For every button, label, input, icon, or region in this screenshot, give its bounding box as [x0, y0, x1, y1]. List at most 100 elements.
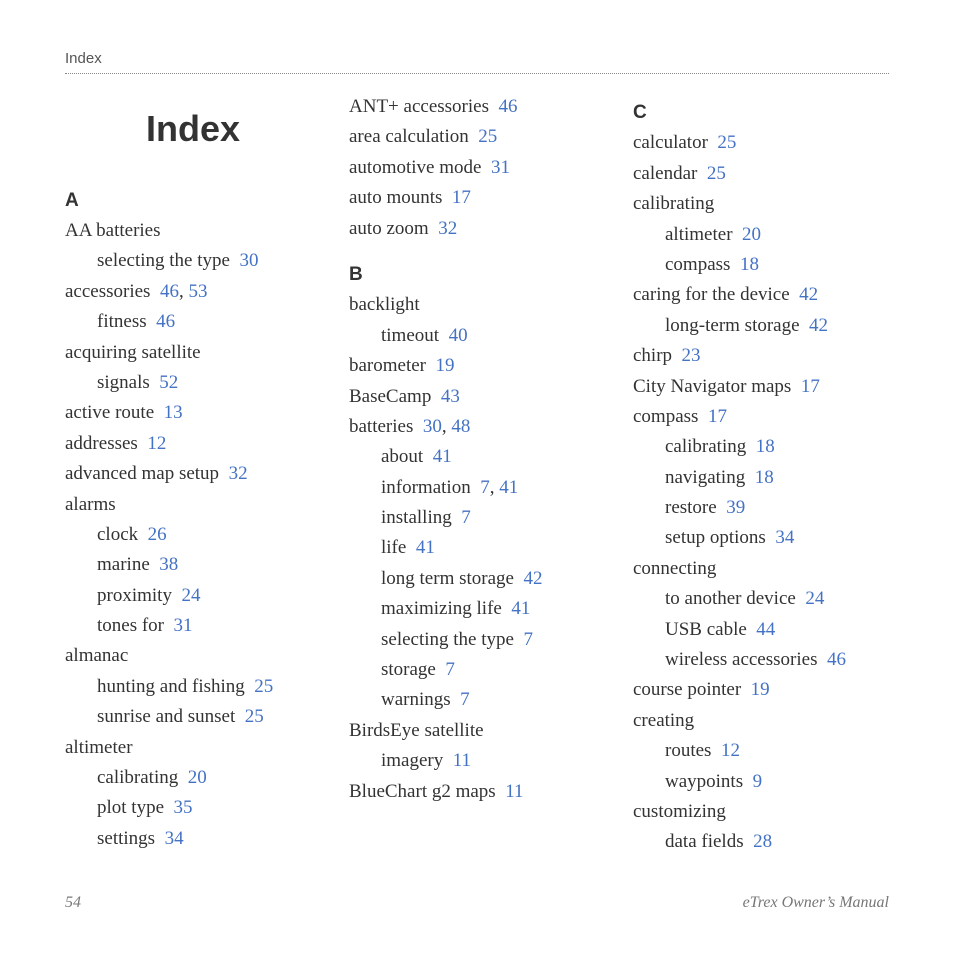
- page-ref[interactable]: 17: [452, 187, 471, 208]
- index-entry: BaseCamp 43: [349, 382, 605, 412]
- page-ref[interactable]: 42: [523, 568, 542, 589]
- page-ref[interactable]: 7: [445, 659, 455, 680]
- index-entry: automotive mode 31: [349, 153, 605, 183]
- page-ref[interactable]: 35: [174, 797, 193, 818]
- index-subentry: hunting and fishing 25: [65, 672, 321, 702]
- index-entry: acquiring satellite: [65, 338, 321, 368]
- page-number: 54: [65, 894, 81, 912]
- entry-text: City Navigator maps: [633, 376, 791, 397]
- entry-text: selecting the type: [97, 250, 230, 271]
- page-ref[interactable]: 41: [511, 598, 530, 619]
- page-ref[interactable]: 7: [461, 507, 471, 528]
- index-entry: BlueChart g2 maps 11: [349, 777, 605, 807]
- index-entry: chirp 23: [633, 341, 889, 371]
- index-entry: advanced map setup 32: [65, 459, 321, 489]
- entry-text: barometer: [349, 355, 426, 376]
- page-ref[interactable]: 7: [523, 629, 533, 650]
- page-ref[interactable]: 20: [188, 767, 207, 788]
- entry-text: information: [381, 477, 471, 498]
- page-ref[interactable]: 43: [441, 386, 460, 407]
- index-entry: caring for the device 42: [633, 280, 889, 310]
- index-subentry: marine 38: [65, 550, 321, 580]
- entry-text: backlight: [349, 294, 420, 315]
- page-ref[interactable]: 13: [164, 402, 183, 423]
- entry-text: course pointer: [633, 679, 741, 700]
- page-ref[interactable]: 9: [753, 771, 763, 792]
- entry-text: compass: [633, 406, 698, 427]
- page-ref[interactable]: 18: [740, 254, 759, 275]
- page-ref[interactable]: 11: [505, 781, 523, 802]
- page-ref[interactable]: 26: [148, 524, 167, 545]
- page-ref[interactable]: 18: [756, 436, 775, 457]
- entry-text: signals: [97, 372, 150, 393]
- entry-text: to another device: [665, 588, 796, 609]
- page-ref[interactable]: 39: [726, 497, 745, 518]
- page-ref[interactable]: 25: [707, 163, 726, 184]
- page-ref[interactable]: 11: [453, 750, 471, 771]
- page-ref[interactable]: 30: [239, 250, 258, 271]
- index-subentry: fitness 46: [65, 307, 321, 337]
- page-ref[interactable]: 41: [433, 446, 452, 467]
- page-ref[interactable]: 41: [499, 477, 518, 498]
- entry-text: calibrating: [633, 193, 714, 214]
- page-ref[interactable]: 44: [756, 619, 775, 640]
- index-subentry: information 7, 41: [349, 473, 605, 503]
- page-ref[interactable]: 25: [717, 132, 736, 153]
- page-ref[interactable]: 30: [423, 416, 442, 437]
- entry-text: BirdsEye satellite: [349, 720, 484, 741]
- entry-text: life: [381, 537, 406, 558]
- index-entry: ANT+ accessories 46: [349, 92, 605, 122]
- page-ref[interactable]: 32: [438, 218, 457, 239]
- page-ref[interactable]: 42: [809, 315, 828, 336]
- page-ref[interactable]: 7: [460, 689, 470, 710]
- index-entry: altimeter: [65, 733, 321, 763]
- page-ref[interactable]: 25: [478, 126, 497, 147]
- page-ref[interactable]: 23: [682, 345, 701, 366]
- page-ref[interactable]: 46: [160, 281, 179, 302]
- page-ref[interactable]: 48: [451, 416, 470, 437]
- entry-text: compass: [665, 254, 730, 275]
- page-ref[interactable]: 17: [708, 406, 727, 427]
- page-ref[interactable]: 17: [801, 376, 820, 397]
- index-entry: creating: [633, 706, 889, 736]
- index-subentry: long-term storage 42: [633, 311, 889, 341]
- page-ref[interactable]: 40: [449, 325, 468, 346]
- entry-text: installing: [381, 507, 452, 528]
- book-title: eTrex Owner’s Manual: [743, 894, 889, 912]
- index-subentry: timeout 40: [349, 321, 605, 351]
- page-ref[interactable]: 46: [827, 649, 846, 670]
- page-ref[interactable]: 46: [156, 311, 175, 332]
- page-ref[interactable]: 31: [174, 615, 193, 636]
- page-ref[interactable]: 32: [229, 463, 248, 484]
- page-ref[interactable]: 18: [755, 467, 774, 488]
- page-ref[interactable]: 52: [159, 372, 178, 393]
- page-ref[interactable]: 19: [751, 679, 770, 700]
- entry-text: maximizing life: [381, 598, 502, 619]
- page-ref[interactable]: 53: [188, 281, 207, 302]
- page-ref[interactable]: 7: [480, 477, 490, 498]
- page-ref[interactable]: 46: [498, 96, 517, 117]
- index-subentry: proximity 24: [65, 581, 321, 611]
- page-ref[interactable]: 20: [742, 224, 761, 245]
- index-subentry: clock 26: [65, 520, 321, 550]
- page-ref[interactable]: 24: [805, 588, 824, 609]
- entry-text: active route: [65, 402, 154, 423]
- index-entry: AA batteries: [65, 216, 321, 246]
- page-ref[interactable]: 25: [254, 676, 273, 697]
- page-ref[interactable]: 34: [165, 828, 184, 849]
- page-ref[interactable]: 31: [491, 157, 510, 178]
- page-ref[interactable]: 25: [245, 706, 264, 727]
- page-ref[interactable]: 19: [436, 355, 455, 376]
- page-ref[interactable]: 38: [159, 554, 178, 575]
- page-ref[interactable]: 24: [181, 585, 200, 606]
- entry-text: accessories: [65, 281, 150, 302]
- entry-text: data fields: [665, 831, 744, 852]
- entry-text: alarms: [65, 494, 116, 515]
- page-ref[interactable]: 41: [416, 537, 435, 558]
- index-subentry: setup options 34: [633, 523, 889, 553]
- page-ref[interactable]: 12: [721, 740, 740, 761]
- page-ref[interactable]: 42: [799, 284, 818, 305]
- page-ref[interactable]: 12: [147, 433, 166, 454]
- page-ref[interactable]: 34: [775, 527, 794, 548]
- page-ref[interactable]: 28: [753, 831, 772, 852]
